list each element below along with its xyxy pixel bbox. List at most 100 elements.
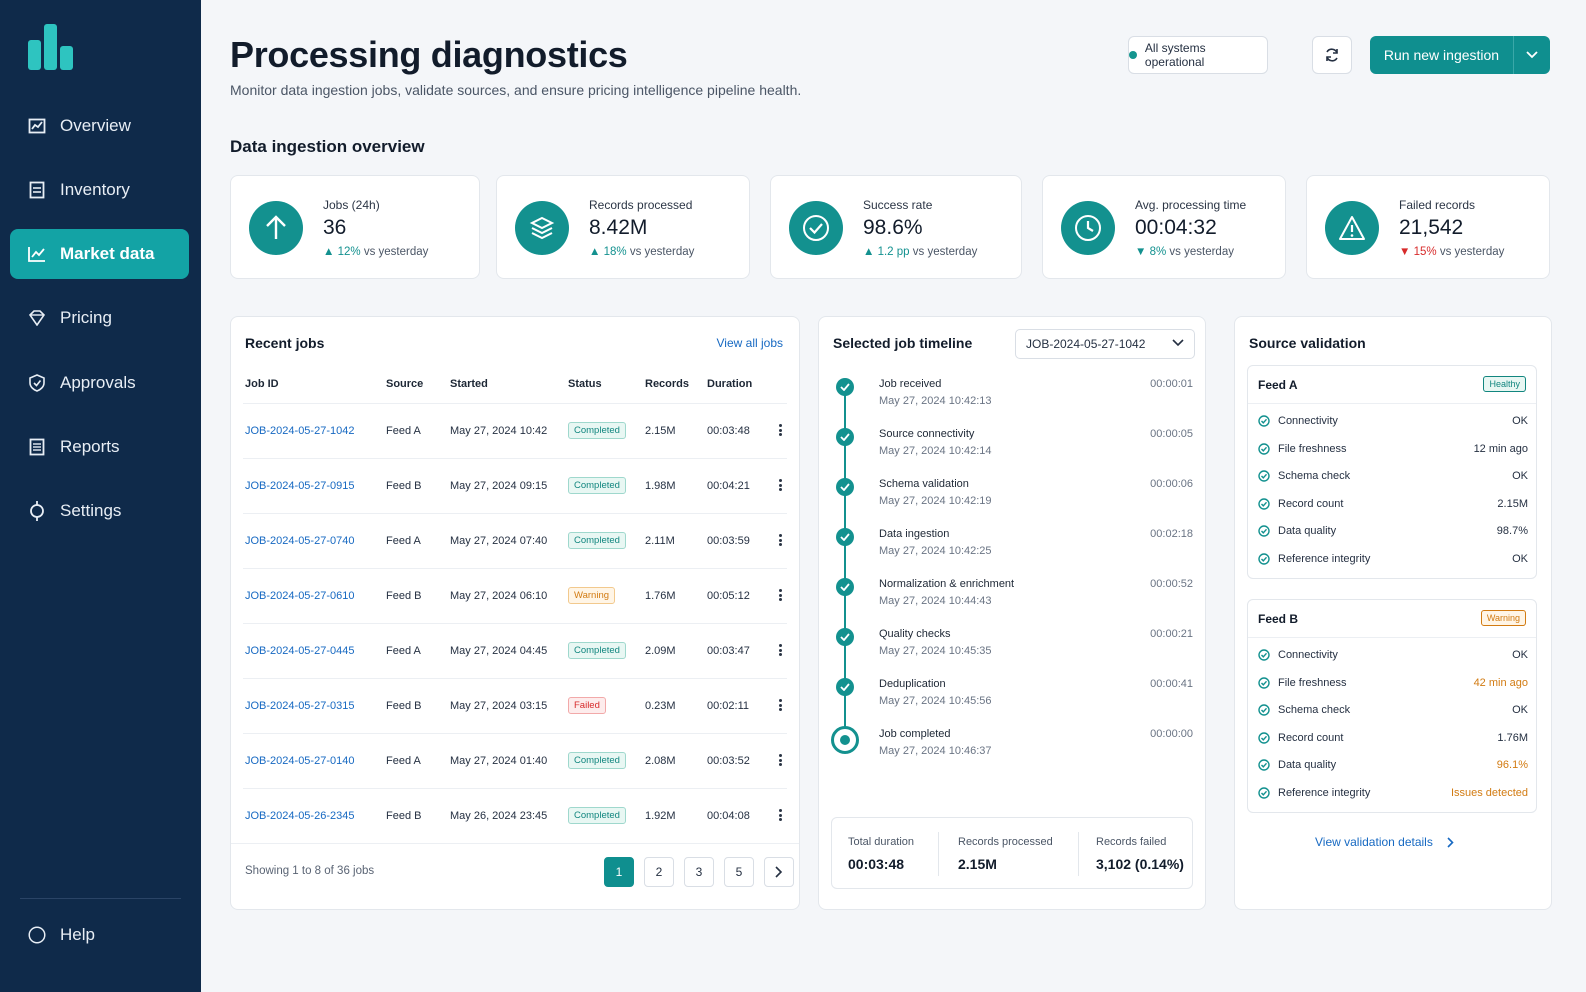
- check-value: 96.1%: [1496, 759, 1528, 771]
- column-header[interactable]: Job ID: [245, 378, 279, 390]
- next-page-button[interactable]: [764, 857, 794, 887]
- timeline-step-duration: 00:00:01: [1150, 378, 1193, 390]
- check-value: OK: [1512, 704, 1528, 716]
- validation-check: Reference integrity OK: [1258, 550, 1528, 570]
- job-duration: 00:04:08: [707, 810, 750, 822]
- job-duration: 00:03:59: [707, 535, 750, 547]
- sidebar-item-reports[interactable]: Reports: [10, 422, 189, 472]
- table-row[interactable]: JOB-2024-05-27-0140 Feed A May 27, 2024 01…: [243, 733, 787, 788]
- status-badge: Completed: [568, 807, 626, 824]
- check-circle-icon: [1258, 759, 1270, 771]
- sidebar-item-label: Pricing: [60, 308, 112, 327]
- sidebar-item-market-data[interactable]: Market data: [10, 229, 189, 279]
- job-id-link[interactable]: JOB-2024-05-27-0140: [245, 755, 355, 767]
- panel-title: Source validation: [1249, 335, 1366, 351]
- check-name: Data quality: [1278, 759, 1337, 771]
- check-circle-icon: [1258, 786, 1270, 799]
- check-value: OK: [1512, 470, 1528, 482]
- check-value: 1.76M: [1497, 731, 1528, 744]
- view-validation-details-link[interactable]: View validation details: [1315, 835, 1454, 849]
- status-badge: Completed: [568, 752, 626, 769]
- column-header[interactable]: Source: [386, 378, 424, 390]
- job-duration: 00:05:12: [707, 590, 750, 602]
- pagination-summary: Showing 1 to 8 of 36 jobs: [245, 865, 375, 877]
- timeline-step: Job completed May 27, 2024 10:46:37 00:00:…: [831, 726, 1193, 778]
- sidebar-item-pricing[interactable]: Pricing: [10, 293, 189, 343]
- kpi-change: ▼ 8% vs yesterday: [1135, 246, 1234, 258]
- sidebar-item-inventory[interactable]: Inventory: [10, 165, 189, 215]
- shield-check-icon: [28, 374, 46, 392]
- column-header[interactable]: Records: [645, 378, 690, 390]
- more-options-icon[interactable]: [775, 475, 785, 495]
- page-title: Processing diagnostics: [230, 34, 628, 75]
- job-id-link[interactable]: JOB-2024-05-27-1042: [245, 425, 355, 437]
- column-header[interactable]: Status: [568, 378, 602, 390]
- more-options-icon[interactable]: [775, 530, 785, 550]
- validation-check: Record count 2.15M: [1258, 495, 1528, 515]
- sidebar-item-overview[interactable]: Overview: [10, 101, 189, 151]
- column-header[interactable]: Started: [450, 378, 488, 390]
- more-options-icon[interactable]: [775, 805, 785, 825]
- more-options-icon[interactable]: [775, 585, 785, 605]
- source-validation-panel: Source validation Feed A Healthy Connectiv…: [1234, 316, 1552, 910]
- table-row[interactable]: JOB-2024-05-27-0915 Feed B May 27, 2024 09…: [243, 458, 787, 513]
- job-started: May 27, 2024 10:42: [450, 425, 548, 437]
- table-row[interactable]: JOB-2024-05-26-2345 Feed B May 26, 2024 23…: [243, 788, 787, 843]
- kpi-change: ▼ 15% vs yesterday: [1399, 246, 1505, 258]
- job-id-link[interactable]: JOB-2024-05-27-0915: [245, 480, 355, 492]
- page-button[interactable]: 5: [724, 857, 754, 887]
- more-options-icon[interactable]: [775, 695, 785, 715]
- job-timeline-panel: Selected job timeline JOB-2024-05-27-104…: [818, 316, 1206, 910]
- job-id-link[interactable]: JOB-2024-05-27-0610: [245, 590, 355, 602]
- job-select-dropdown[interactable]: JOB-2024-05-27-1042: [1015, 329, 1195, 359]
- more-options-icon[interactable]: [775, 420, 785, 440]
- warning-icon: [1325, 201, 1379, 255]
- job-started: May 27, 2024 06:10: [450, 590, 548, 602]
- job-records: 2.08M: [645, 755, 676, 767]
- check-circle-icon: [1258, 470, 1270, 482]
- sidebar-item-help[interactable]: Help: [10, 910, 189, 960]
- table-row[interactable]: JOB-2024-05-27-0610 Feed B May 27, 2024 06…: [243, 568, 787, 623]
- check-circle-icon: [1258, 525, 1270, 537]
- table-row[interactable]: JOB-2024-05-27-0315 Feed B May 27, 2024 03…: [243, 678, 787, 733]
- feed-status-badge: Warning: [1480, 610, 1526, 626]
- job-id-link[interactable]: JOB-2024-05-27-0740: [245, 535, 355, 547]
- check-circle-icon: [1258, 415, 1270, 427]
- column-header[interactable]: Duration: [707, 378, 753, 390]
- job-id-link[interactable]: JOB-2024-05-27-0445: [245, 645, 355, 657]
- check-name: Record count: [1278, 497, 1344, 510]
- run-new-ingestion-button[interactable]: Run new ingestion: [1370, 36, 1550, 74]
- page-button[interactable]: 3: [684, 857, 714, 887]
- more-options-icon[interactable]: [775, 640, 785, 660]
- check-circle-icon: [836, 628, 854, 646]
- table-row[interactable]: JOB-2024-05-27-0445 Feed A May 27, 2024 04…: [243, 623, 787, 678]
- gear-icon: [28, 501, 46, 521]
- check-circle-icon: [789, 201, 843, 255]
- job-id-link[interactable]: JOB-2024-05-27-0315: [245, 700, 355, 712]
- run-new-ingestion-label[interactable]: Run new ingestion: [1370, 36, 1514, 74]
- arrow-up-icon: [249, 201, 303, 255]
- table-row[interactable]: JOB-2024-05-27-1042 Feed A May 27, 2024 10…: [243, 403, 787, 458]
- feed-validation-card: Feed B Warning Connectivity OK File freshnes…: [1247, 599, 1537, 813]
- table-divider: [231, 843, 799, 844]
- page-button[interactable]: 1: [604, 857, 634, 887]
- validation-check: Data quality 98.7%: [1258, 522, 1528, 542]
- more-options-icon[interactable]: [775, 750, 785, 770]
- table-row[interactable]: JOB-2024-05-27-0740 Feed A May 27, 2024 07…: [243, 513, 787, 568]
- sidebar-item-settings[interactable]: Settings: [10, 486, 189, 536]
- page-button[interactable]: 2: [644, 857, 674, 887]
- sidebar-item-approvals[interactable]: Approvals: [10, 358, 189, 408]
- sidebar-divider: [20, 898, 181, 899]
- status-badge: Completed: [568, 532, 626, 549]
- feed-validation-card: Feed A Healthy Connectivity OK File freshnes…: [1247, 365, 1537, 579]
- job-id-link[interactable]: JOB-2024-05-26-2345: [245, 810, 355, 822]
- refresh-button[interactable]: [1312, 36, 1352, 74]
- chevron-down-icon[interactable]: [1514, 36, 1550, 74]
- check-value: OK: [1512, 415, 1528, 427]
- validation-check: File freshness 42 min ago: [1258, 674, 1528, 694]
- job-records: 2.11M: [645, 535, 675, 547]
- check-circle-icon: [836, 578, 854, 596]
- page-subtitle: Monitor data ingestion jobs, validate so…: [230, 82, 802, 98]
- view-all-jobs-link[interactable]: View all jobs: [716, 336, 783, 350]
- check-name: Connectivity: [1278, 415, 1338, 427]
